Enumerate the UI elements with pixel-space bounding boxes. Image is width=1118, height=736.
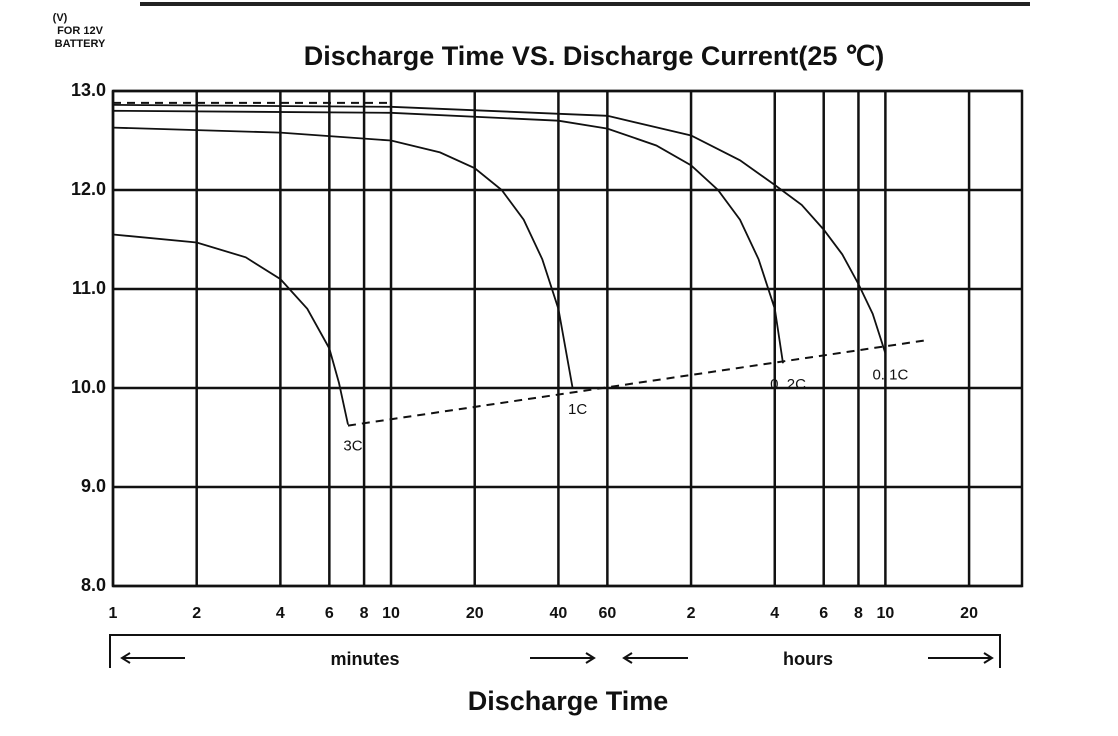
x-tick-label: 60 — [598, 605, 616, 622]
x-tick-label: 6 — [325, 605, 334, 622]
x-unit-label: minutes — [330, 649, 399, 669]
x-tick-label: 10 — [382, 605, 400, 622]
y-tick-label: 10.0 — [71, 377, 106, 397]
dashed-line — [347, 339, 925, 427]
x-tick-label: 4 — [770, 605, 779, 622]
curve-label: 0. 2C — [770, 376, 806, 393]
x-tick-label: 4 — [276, 605, 285, 622]
curve — [112, 233, 349, 425]
curve-label: 3C — [343, 438, 362, 455]
y-label: BATTERY — [55, 38, 106, 50]
y-tick-label: 13.0 — [71, 80, 106, 100]
x-tick-label: 20 — [466, 605, 484, 622]
y-tick-label: 11.0 — [72, 278, 106, 298]
x-unit-label: hours — [783, 649, 833, 669]
x-tick-label: 20 — [960, 605, 978, 622]
curve — [112, 126, 574, 389]
y-tick-label: 8.0 — [81, 575, 106, 595]
x-axis-title: Discharge Time — [468, 686, 669, 716]
y-label: (V) — [53, 12, 68, 24]
x-tick-label: 40 — [550, 605, 568, 622]
x-tick-label: 2 — [192, 605, 201, 622]
curve-label: 0. 1C — [872, 366, 908, 383]
bracket — [109, 634, 1001, 668]
x-tick-label: 6 — [819, 605, 828, 622]
x-tick-label: 1 — [109, 605, 118, 622]
x-tick-label: 2 — [687, 605, 696, 622]
plot-frame — [111, 89, 1024, 588]
x-tick-label: 10 — [876, 605, 894, 622]
curve-label: 1C — [568, 401, 587, 418]
x-tick-label: 8 — [854, 605, 863, 622]
curve — [112, 104, 887, 354]
y-label: FOR 12V — [57, 25, 104, 37]
y-tick-label: 12.0 — [71, 179, 106, 199]
chart-title: Discharge Time VS. Discharge Current(25 … — [304, 41, 885, 71]
x-tick-label: 8 — [360, 605, 369, 622]
y-tick-label: 9.0 — [81, 476, 106, 496]
curve — [112, 109, 784, 364]
